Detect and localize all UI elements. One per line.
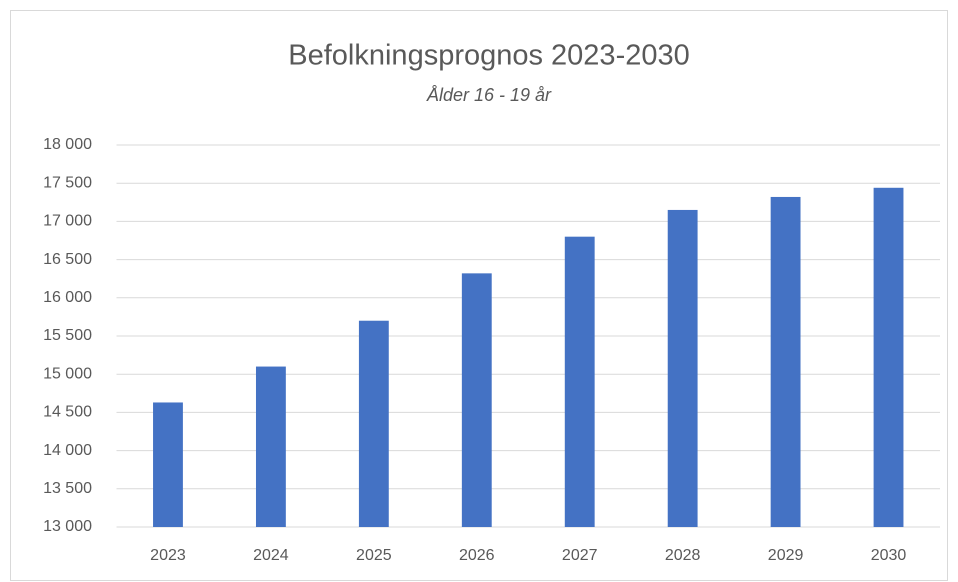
y-tick-label: 16 500: [43, 251, 92, 268]
bar: [255, 366, 286, 527]
y-tick-label: 17 000: [43, 213, 92, 230]
y-tick-label: 13 000: [43, 518, 92, 535]
x-tick-label: 2029: [768, 547, 804, 564]
x-tick-label: 2026: [459, 547, 495, 564]
chart-subtitle: Ålder 16 - 19 år: [426, 85, 552, 105]
y-tick-label: 18 000: [43, 136, 92, 153]
x-tick-label: 2024: [253, 547, 289, 564]
bar: [358, 320, 389, 527]
y-tick-label: 14 500: [43, 404, 92, 421]
y-tick-label: 14 000: [43, 442, 92, 459]
y-tick-label: 15 000: [43, 365, 92, 382]
bar: [667, 209, 698, 527]
bar: [770, 196, 801, 527]
x-tick-label: 2023: [150, 547, 186, 564]
x-tick-label: 2028: [665, 547, 701, 564]
bar: [153, 402, 183, 527]
bar: [461, 273, 492, 527]
x-tick-label: 2030: [871, 547, 907, 564]
x-tick-label: 2025: [356, 547, 392, 564]
y-tick-label: 13 500: [43, 480, 92, 497]
bar: [873, 187, 904, 527]
bar: [564, 236, 595, 527]
y-tick-label: 15 500: [43, 327, 92, 344]
y-tick-label: 16 000: [43, 289, 92, 306]
y-tick-label: 17 500: [43, 174, 92, 191]
chart-title: Befolkningsprognos 2023-2030: [288, 40, 689, 72]
x-tick-label: 2027: [562, 547, 598, 564]
